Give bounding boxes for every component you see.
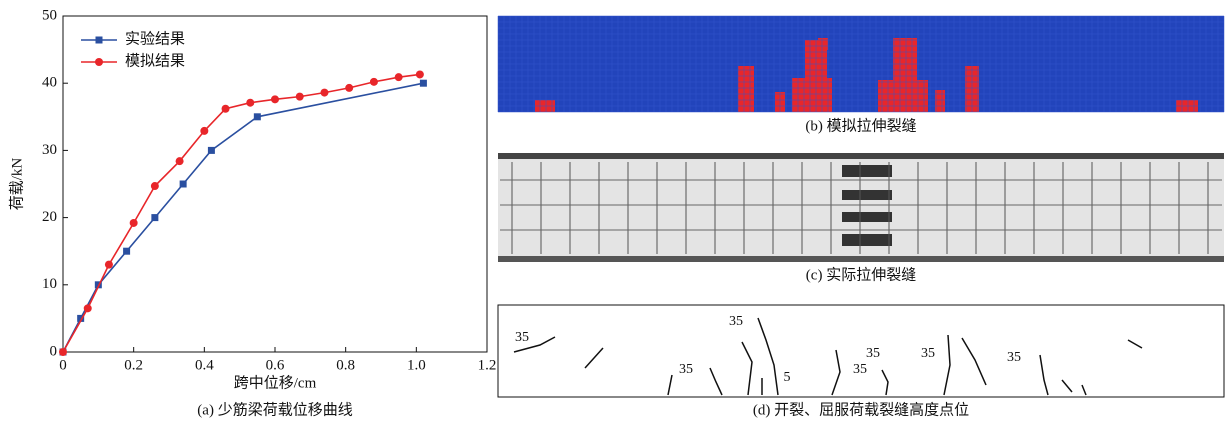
photo-edge (498, 153, 1224, 159)
crack (757, 317, 779, 396)
crack (1039, 354, 1049, 396)
crack (1061, 379, 1073, 393)
height-label: 35 (729, 314, 743, 329)
crack (513, 336, 556, 353)
x-tick-label: 0.6 (266, 357, 285, 373)
crack (881, 369, 889, 396)
damage (842, 212, 892, 222)
crack-zone (935, 90, 945, 112)
panel-caption: (b) 模拟拉伸裂缝 (805, 117, 916, 134)
crack (1081, 384, 1087, 396)
x-tick-label: 1.2 (478, 357, 497, 373)
damage (842, 234, 892, 246)
y-tick-label: 20 (42, 209, 57, 225)
point (345, 83, 354, 92)
point (77, 314, 85, 322)
crack-zone (738, 66, 754, 112)
y-tick-label: 0 (50, 343, 58, 359)
damage (842, 165, 892, 177)
point (151, 214, 159, 222)
height-label: 35 (921, 346, 935, 361)
point (295, 92, 304, 101)
point (394, 73, 403, 82)
point (200, 126, 209, 135)
point (59, 348, 67, 356)
point (104, 260, 113, 269)
x-tick-label: 0.2 (124, 357, 143, 373)
legend-label: 实验结果 (125, 30, 185, 47)
photo-edge (498, 256, 1224, 262)
damage (842, 190, 892, 200)
damage-zone (842, 165, 892, 246)
point (207, 146, 215, 154)
simulation-image (497, 15, 1225, 113)
crack-zone (792, 78, 832, 112)
point (369, 77, 378, 86)
x-tick-label: 1.0 (407, 357, 426, 373)
crack-zone (893, 38, 917, 82)
height-label: 35 (866, 346, 880, 361)
legend-label: 模拟结果 (125, 52, 185, 69)
point (123, 247, 131, 255)
series-line (62, 82, 424, 353)
photo-image (498, 153, 1224, 262)
point (83, 304, 92, 313)
point (253, 113, 261, 121)
point (221, 104, 230, 113)
point (175, 157, 184, 166)
crack-sketch (513, 317, 1143, 396)
series-line (62, 73, 420, 353)
point (179, 180, 187, 188)
crack-zone (818, 38, 828, 50)
crack (943, 334, 951, 396)
panel-caption: (c) 实际拉伸裂缝 (806, 266, 916, 283)
point (129, 218, 138, 227)
crack (741, 341, 753, 396)
y-tick-label: 10 (42, 276, 57, 292)
point (246, 98, 255, 107)
legend-marker (95, 58, 103, 66)
y-tick-label: 30 (42, 142, 57, 158)
height-label: 35 (1007, 350, 1021, 365)
point (271, 95, 279, 104)
height-label: 35 (515, 330, 529, 345)
x-tick-label: 0.4 (195, 357, 214, 373)
y-tick-label: 50 (42, 7, 57, 23)
x-tick-label: 0 (59, 357, 67, 373)
sketch-frame (497, 304, 1225, 398)
crack (667, 374, 673, 396)
crack (709, 367, 723, 396)
chart-caption: (a) 少筋梁荷载位移曲线 (197, 401, 352, 418)
y-tick-label: 40 (42, 75, 57, 91)
height-label: 35 (679, 362, 693, 377)
x-tick-label: 0.8 (336, 357, 355, 373)
crack (831, 349, 841, 396)
crack (961, 337, 987, 386)
point (320, 88, 329, 97)
crack (1127, 339, 1143, 349)
height-label: 35 (853, 362, 867, 377)
y-axis-label: 荷载/kN (8, 158, 25, 211)
x-axis-label: 跨中位移/cm (234, 374, 317, 391)
panel-caption: (d) 开裂、屈服荷载裂缝高度点位 (753, 401, 969, 418)
height-label: 5 (784, 370, 791, 385)
point (415, 70, 424, 79)
crack (584, 347, 604, 369)
point (150, 182, 159, 191)
point (419, 79, 427, 87)
legend-marker (95, 36, 103, 44)
crack-zone (878, 80, 928, 112)
